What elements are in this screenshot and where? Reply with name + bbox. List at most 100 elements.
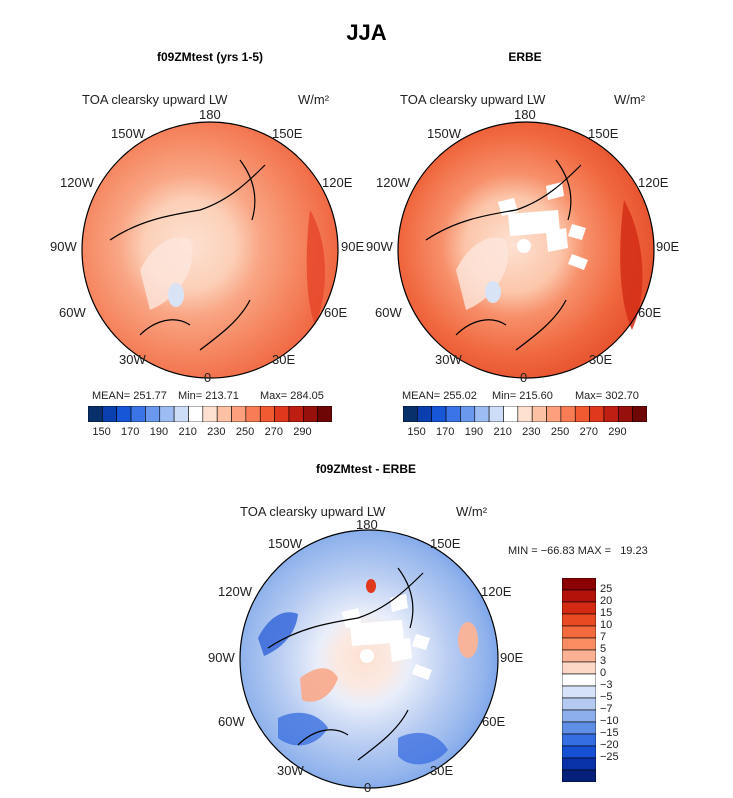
panel-1-colorbar-labels: 150 170 190 210 230 250 270 290 — [88, 426, 332, 440]
p3-colorbar-swatch — [562, 661, 596, 675]
p2-lon-60e: 60E — [638, 305, 662, 320]
p1-colorbar-swatch — [173, 406, 189, 422]
panel-3-warm-spot-north — [366, 579, 376, 593]
p1-lon-150e: 150E — [272, 126, 303, 141]
panel-3-cold-region-southeast — [398, 732, 448, 765]
p3-colorbar-swatch — [562, 745, 596, 759]
panel-3-cold-region-west — [258, 612, 298, 656]
p1-colorbar-swatch — [102, 406, 118, 422]
p1-colorbar-swatch — [274, 406, 290, 422]
p3-colorbar-swatch — [562, 709, 596, 723]
p2-lon-150w: 150W — [427, 126, 461, 141]
p3-colorbar-tick-label: 7 — [600, 631, 607, 643]
panel-1-field — [82, 122, 338, 378]
panel-2-colorbar-labels: 150 170 190 210 230 250 270 290 — [403, 426, 647, 440]
p1-mean: MEAN= 251.77 — [92, 390, 167, 402]
p1-colorbar-swatch — [231, 406, 247, 422]
panel-3-missing-data — [342, 594, 432, 680]
panel-2-map — [397, 121, 655, 379]
panel-3-colorbar — [562, 578, 596, 782]
p2-colorbar-swatch — [574, 406, 590, 422]
panel-2-missing-data — [498, 182, 588, 270]
p2-lon-30w: 30W — [435, 352, 462, 367]
panel-2-warm-region — [620, 200, 643, 330]
p1-colorbar-tick-label: 290 — [293, 426, 312, 438]
p2-lon-bottom: 0 — [520, 370, 528, 385]
p3-minmax: MIN = −66.83 MAX = 19.23 — [508, 545, 648, 557]
panel-3-pole-gap — [360, 649, 374, 663]
p1-colorbar-swatch — [116, 406, 132, 422]
panel-3-cold-region-southwest — [278, 712, 328, 746]
p2-colorbar-tick-label: 250 — [550, 426, 570, 438]
p3-lon-60e: 60E — [482, 714, 506, 729]
p3-lon-30e: 30E — [430, 763, 454, 778]
panel-3-warm-greenland — [300, 668, 338, 702]
p2-lon-60w: 60W — [375, 305, 402, 320]
p2-colorbar-swatch — [589, 406, 605, 422]
p1-colorbar-swatch — [302, 406, 318, 422]
p2-colorbar-swatch — [632, 406, 647, 422]
p3-colorbar-swatch — [562, 637, 596, 651]
p1-lon-90w: 90W — [50, 239, 77, 254]
panel-2-colorbar — [403, 406, 647, 422]
p2-colorbar-tick-label: 150 — [407, 426, 426, 438]
panel-1-warm-region — [306, 210, 326, 325]
p1-colorbar-swatch — [202, 406, 218, 422]
panel-3-plot-label: TOA clearsky upward LW — [240, 504, 386, 519]
p2-colorbar-swatch — [503, 406, 519, 422]
p3-colorbar-swatch — [562, 685, 596, 699]
p1-colorbar-swatch — [317, 406, 332, 422]
p1-lon-120e: 120E — [322, 175, 353, 190]
panel-1-boundary — [81, 121, 339, 379]
p1-colorbar-swatch — [88, 406, 103, 422]
p1-colorbar-swatch — [259, 406, 275, 422]
p3-lon-150e: 150E — [430, 536, 461, 551]
p3-colorbar-swatch — [562, 757, 596, 771]
p2-colorbar-tick-label: 190 — [464, 426, 484, 438]
panel-1-greenland — [140, 237, 193, 310]
p3-colorbar-tick-label: 25 — [600, 583, 613, 595]
panel-2-plot-label: TOA clearsky upward LW — [400, 92, 546, 107]
p3-colorbar-swatch — [562, 721, 596, 735]
p3-colorbar-tick-label: 15 — [600, 607, 613, 619]
p1-lon-bottom: 0 — [204, 370, 212, 385]
p3-colorbar-tick-label: −7 — [600, 703, 613, 715]
p3-colorbar-tick-label: −10 — [600, 715, 619, 727]
panel-2-pole-gap — [517, 239, 531, 253]
p2-colorbar-swatch — [417, 406, 433, 422]
p3-colorbar-swatch — [562, 589, 596, 603]
panel-1-coastlines — [109, 159, 266, 351]
p3-lon-120e: 120E — [481, 584, 512, 599]
panel-2-boundary — [397, 121, 655, 379]
p2-max: Max= 302.70 — [575, 390, 639, 402]
p3-lon-top: 180 — [356, 517, 378, 532]
p2-colorbar-tick-label: 170 — [436, 426, 455, 438]
panel-1-plot-label: TOA clearsky upward LW — [82, 92, 228, 107]
p1-colorbar-tick-label: 190 — [149, 426, 169, 438]
p3-colorbar-swatch — [562, 613, 596, 627]
p3-colorbar-tick-label: −3 — [600, 679, 613, 691]
p3-colorbar-tick-label: 10 — [600, 619, 613, 631]
p3-colorbar-swatch — [562, 601, 596, 615]
panel-2-cold-spot — [485, 281, 501, 303]
p1-colorbar-tick-label: 170 — [121, 426, 140, 438]
panel-3-warm-spot-east — [458, 622, 478, 658]
p3-colorbar-swatch — [562, 697, 596, 711]
p2-min: Min= 215.60 — [492, 390, 553, 402]
p1-lon-60e: 60E — [324, 305, 348, 320]
p2-colorbar-swatch — [560, 406, 576, 422]
p2-lon-30e: 30E — [589, 352, 613, 367]
p2-colorbar-swatch — [617, 406, 633, 422]
p1-colorbar-swatch — [145, 406, 161, 422]
panel-1-map — [81, 121, 339, 379]
p3-colorbar-swatch — [562, 649, 596, 663]
p3-colorbar-swatch — [562, 673, 596, 687]
panel-3-coastlines — [267, 567, 424, 761]
p1-colorbar-swatch — [245, 406, 261, 422]
p2-colorbar-tick-label: 270 — [579, 426, 598, 438]
p3-colorbar-swatch — [562, 733, 596, 747]
p1-colorbar-tick-label: 210 — [178, 426, 197, 438]
p2-colorbar-swatch — [431, 406, 447, 422]
panel-3-map — [239, 529, 499, 789]
p3-colorbar-tick-label: 3 — [600, 655, 607, 667]
